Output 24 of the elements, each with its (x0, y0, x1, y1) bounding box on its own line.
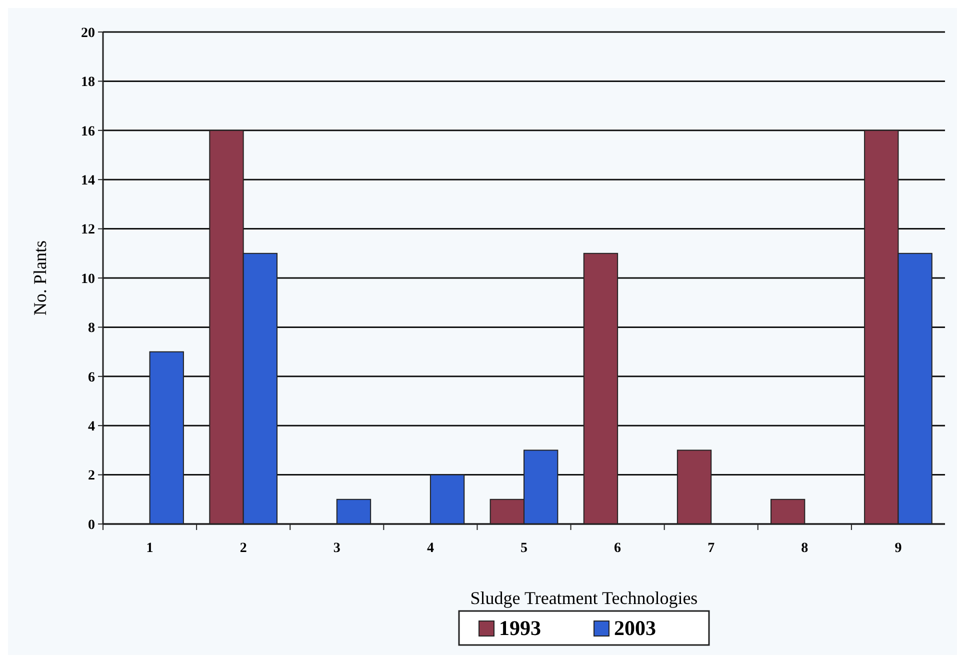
y-tick-label: 8 (88, 321, 95, 336)
x-tick-label: 8 (801, 541, 808, 556)
x-tick-label: 4 (426, 541, 434, 556)
x-tick-label: 1 (146, 541, 154, 556)
x-tick-label: 9 (894, 541, 902, 556)
x-tick-label: 3 (333, 541, 340, 556)
y-tick-label: 16 (81, 124, 95, 140)
x-tick-label: 5 (520, 541, 528, 556)
y-tick-label: 0 (88, 518, 95, 533)
y-tick-label: 6 (88, 370, 95, 386)
y-tick-label: 10 (81, 272, 95, 287)
x-axis-title: Sludge Treatment Technologies (470, 588, 698, 608)
legend-label: 2003 (614, 616, 656, 640)
y-tick-label: 14 (81, 174, 95, 188)
x-tick-label: 7 (708, 541, 715, 556)
y-tick-label: 18 (81, 75, 95, 90)
x-tick-label: 2 (240, 541, 247, 556)
legend-label: 1993 (499, 616, 541, 640)
y-tick-label: 2 (88, 468, 95, 484)
x-tick-label: 6 (614, 541, 622, 556)
y-tick-label: 4 (88, 420, 95, 434)
y-tick-label: 12 (81, 222, 95, 238)
y-axis-title: No. Plants (30, 240, 50, 316)
y-tick-label: 20 (81, 26, 95, 41)
